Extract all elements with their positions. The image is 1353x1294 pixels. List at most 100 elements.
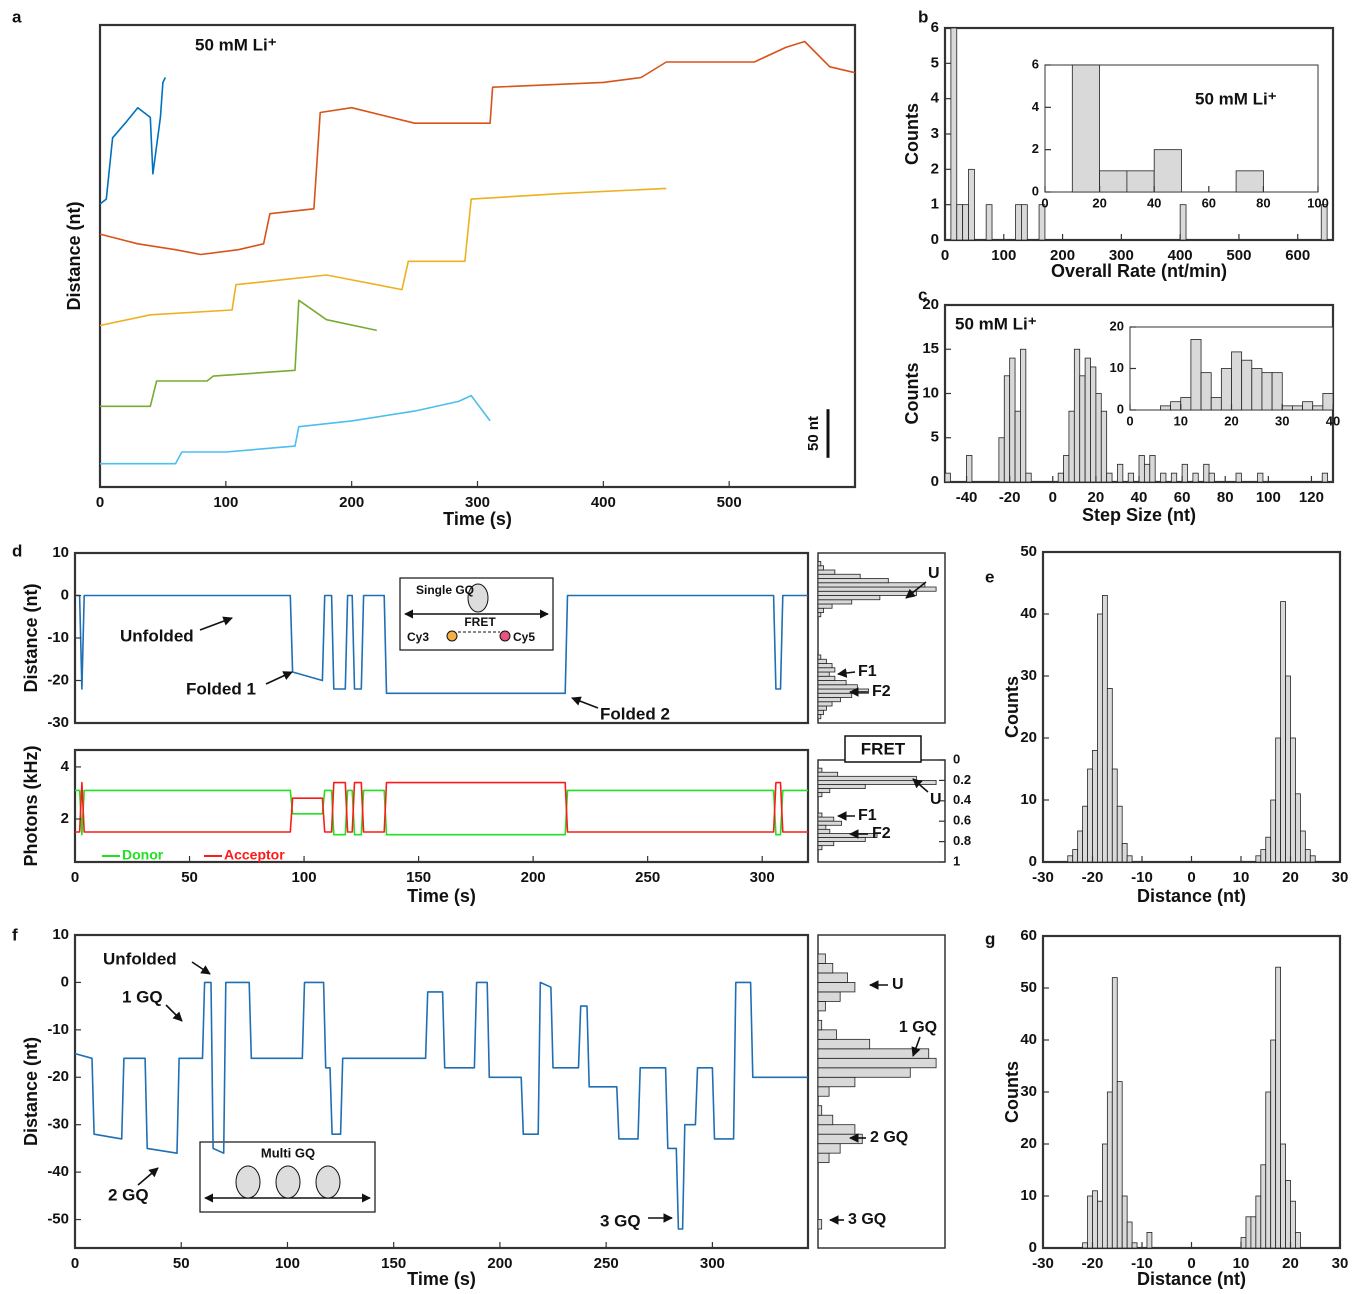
bar (817, 671, 830, 677)
annotation: U (928, 565, 940, 582)
bar (817, 775, 917, 781)
y-axis-label: Distance (nt) (21, 583, 41, 692)
y-tick-label: 10 (1020, 1187, 1037, 1204)
annotation: 3 GQ (600, 1211, 641, 1230)
bar (1250, 1216, 1257, 1249)
annotation: Cy5 (513, 630, 535, 644)
x-tick-label: 20 (1088, 489, 1105, 506)
y-tick-label: 10 (1110, 360, 1124, 375)
bar (1271, 372, 1283, 411)
bar (1020, 348, 1027, 483)
bar (1079, 375, 1086, 483)
bar (817, 692, 853, 698)
y-tick-label: 2 (61, 810, 69, 827)
annotation: F2 (872, 683, 891, 700)
trace (99, 187, 667, 327)
x-tick-label: 20 (1282, 1255, 1299, 1272)
y-tick-label: -30 (47, 1116, 69, 1133)
panel-label: f (12, 925, 18, 944)
x-tick-label: 0 (1041, 195, 1048, 210)
bar (817, 658, 827, 664)
annotation: Single GQ (416, 583, 474, 597)
panel-title: FRET (861, 739, 906, 758)
y-tick-label: 6 (1032, 56, 1039, 71)
y-tick-label: 40 (1020, 1031, 1037, 1048)
bar (817, 1086, 830, 1097)
x-tick-label: 400 (591, 494, 616, 511)
bar (1111, 977, 1118, 1249)
y-tick-label: 20 (1110, 318, 1124, 333)
bar (1241, 359, 1253, 411)
y-tick-label: 3 (931, 125, 939, 142)
annotation: 1 GQ (899, 1019, 937, 1036)
y-tick-label: 4 (61, 758, 70, 775)
x-tick-label: 80 (1217, 489, 1234, 506)
bar (1300, 830, 1306, 863)
bar (1117, 463, 1124, 483)
bar (817, 603, 833, 609)
arrow (199, 616, 233, 631)
bar (1106, 472, 1113, 483)
annotation: Cy3 (407, 630, 429, 644)
bar (817, 675, 836, 681)
bar (1106, 1091, 1113, 1249)
annotation: 50 mM Li⁺ (955, 314, 1037, 333)
bar (817, 582, 926, 588)
bar (1210, 397, 1222, 411)
bar (817, 792, 823, 798)
quadruplex (315, 1165, 341, 1199)
x-tick-label: 0 (1126, 413, 1133, 428)
bar (817, 714, 822, 720)
y-tick-label: 5 (931, 54, 939, 71)
x-tick-label: 500 (717, 494, 742, 511)
x-tick-label: 80 (1256, 195, 1270, 210)
bar (1077, 830, 1084, 863)
bar (1097, 613, 1103, 863)
bar (1100, 410, 1108, 483)
bar (817, 1057, 937, 1069)
annotation: U (930, 791, 942, 808)
x-tick-label: 60 (1174, 489, 1191, 506)
bar (1270, 1039, 1277, 1249)
y-tick-label: 0 (1029, 1239, 1037, 1256)
arrow (911, 1036, 921, 1057)
x-axis-label: Time (s) (443, 509, 512, 529)
bar (1087, 1195, 1093, 1249)
bar (1153, 149, 1182, 193)
bar (1138, 455, 1145, 483)
bar (1099, 170, 1128, 193)
bar (817, 705, 827, 711)
bar (817, 599, 853, 605)
x-tick-label: -40 (956, 489, 978, 506)
y-tick-label: 1 (953, 853, 960, 868)
panel-label: g (985, 929, 995, 948)
annotation: 1 GQ (122, 987, 163, 1006)
y-tick-label: 20 (1020, 1135, 1037, 1152)
arrow (912, 778, 929, 793)
quadruplex (275, 1165, 301, 1199)
bar (1231, 351, 1243, 411)
bar (1260, 1164, 1267, 1249)
bar (817, 1076, 856, 1088)
x-tick-label: 150 (406, 869, 431, 886)
bar (1275, 966, 1282, 1249)
bar (1285, 1180, 1291, 1249)
arrow (837, 668, 856, 678)
x-tick-label: -30 (1032, 1255, 1054, 1272)
x-tick-label: 600 (1285, 247, 1310, 264)
bar (817, 573, 861, 579)
bar (1322, 392, 1334, 411)
bar (1025, 472, 1032, 483)
y-tick-label: 0 (931, 473, 939, 490)
bar (1290, 1200, 1296, 1249)
bar (817, 701, 833, 707)
bar (1082, 1242, 1088, 1249)
trace (75, 594, 808, 695)
bar (1290, 737, 1296, 863)
x-axis-label: Overall Rate (nt/min) (1051, 261, 1227, 281)
trace (99, 40, 856, 256)
bar (817, 1124, 856, 1135)
bar (1038, 204, 1046, 241)
bar (985, 204, 993, 241)
